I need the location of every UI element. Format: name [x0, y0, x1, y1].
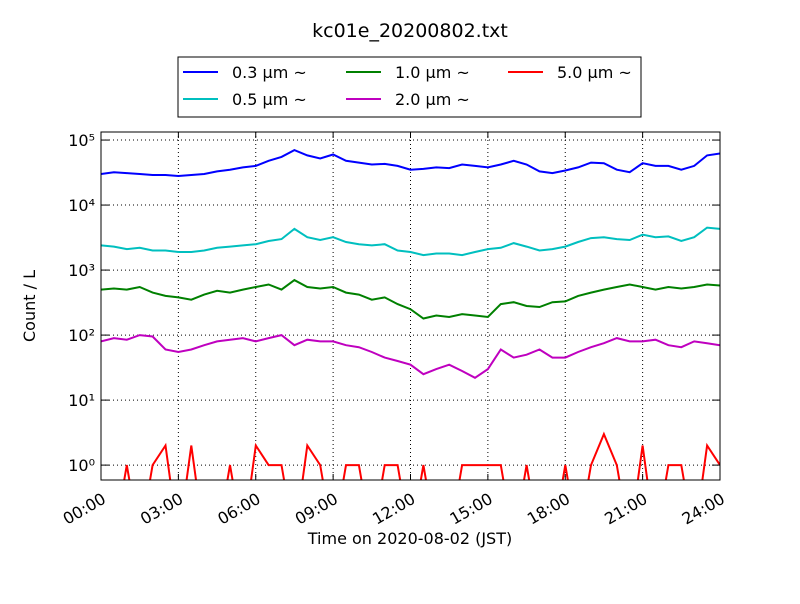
y-tick-label: 10³: [68, 261, 95, 280]
legend-label: 2.0 μm ~: [395, 90, 470, 109]
y-tick-label: 10⁴: [68, 196, 95, 215]
y-tick-label: 10²: [68, 326, 95, 345]
legend-label: 5.0 μm ~: [557, 63, 632, 82]
legend-label: 0.3 μm ~: [232, 63, 307, 82]
legend-box: [177, 56, 642, 118]
chart-title: kc01e_20200802.txt: [312, 20, 508, 42]
y-tick-label: 10⁵: [68, 131, 95, 150]
y-axis-label: Count / L: [20, 270, 39, 342]
series-line: [101, 334, 720, 379]
legend-label: 1.0 μm ~: [395, 63, 470, 82]
series-line: [123, 431, 720, 480]
x-axis-label: Time on 2020-08-02 (JST): [307, 529, 512, 548]
series-line: [101, 278, 720, 320]
axes-frame: [100, 131, 721, 481]
series-line: [101, 226, 720, 257]
y-tick-label: 10¹: [68, 391, 95, 410]
y-tick-label: 10⁰: [68, 456, 95, 475]
legend-label: 0.5 μm ~: [232, 90, 307, 109]
plot-area: [101, 132, 720, 480]
series-line: [101, 148, 720, 178]
